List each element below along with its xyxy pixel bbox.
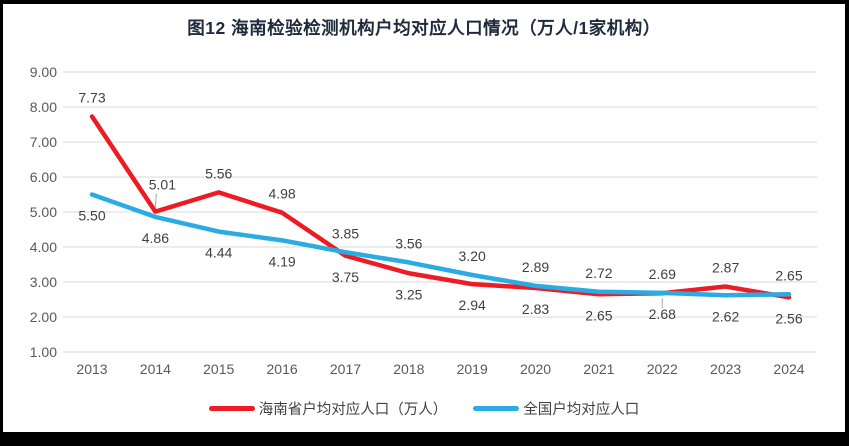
data-label: 2.94 — [459, 297, 486, 313]
data-label: 2.69 — [649, 266, 676, 282]
legend-marker-hainan-line-icon — [208, 405, 255, 411]
x-tick-label: 2018 — [393, 361, 424, 377]
x-tick-label: 2021 — [583, 361, 614, 377]
data-label: 3.56 — [395, 235, 422, 251]
y-tick-label: 6.00 — [30, 169, 57, 185]
x-tick-label: 2016 — [267, 361, 298, 377]
y-tick-label: 9.00 — [30, 64, 57, 80]
chart-svg: 9.00 8.00 7.00 6.00 5.00 4.00 3.00 2.00 1.00 2013… — [30, 64, 817, 377]
x-tick-label: 2013 — [76, 361, 107, 377]
data-label: 5.01 — [149, 177, 176, 193]
data-label: 3.75 — [332, 269, 359, 285]
legend-label-hainan: 海南省户均对应人口（万人） — [258, 401, 448, 418]
data-label: 2.62 — [712, 308, 739, 324]
x-tick-label: 2015 — [203, 361, 234, 377]
legend-label-national: 全国户均对应人口 — [523, 401, 640, 418]
data-label: 3.20 — [459, 248, 486, 264]
legend-item-national: 全国户均对应人口 — [473, 398, 639, 419]
data-label: 3.25 — [395, 286, 422, 302]
data-label: 5.50 — [78, 208, 105, 224]
x-tick-label: 2022 — [647, 361, 678, 377]
legend-marker-national-line-icon — [473, 405, 520, 411]
y-tick-label: 8.00 — [30, 99, 57, 115]
data-label: 2.89 — [522, 259, 549, 275]
data-label: 2.83 — [522, 301, 549, 317]
data-label: 2.65 — [585, 307, 612, 323]
data-label: 2.72 — [585, 265, 612, 281]
y-tick-label: 1.00 — [30, 344, 57, 360]
leader-line — [154, 193, 157, 208]
data-label: 4.19 — [268, 253, 295, 269]
y-tick-label: 7.00 — [30, 134, 57, 150]
x-tick-label: 2017 — [330, 361, 361, 377]
legend-item-hainan: 海南省户均对应人口（万人） — [208, 398, 448, 419]
data-label: 2.68 — [649, 306, 676, 322]
data-label: 2.87 — [712, 260, 739, 276]
legend: 海南省户均对应人口（万人） 全国户均对应人口 — [3, 394, 845, 422]
x-tick-label: 2023 — [710, 361, 741, 377]
data-label: 4.98 — [268, 186, 295, 202]
x-tick-label: 2024 — [773, 361, 804, 377]
y-tick-label: 3.00 — [30, 274, 57, 290]
x-tick-label: 2014 — [140, 361, 171, 377]
x-tick-label: 2020 — [520, 361, 551, 377]
data-label: 2.56 — [775, 310, 802, 326]
y-tick-label: 2.00 — [30, 309, 57, 325]
x-tick-label: 2019 — [457, 361, 488, 377]
data-label: 4.44 — [205, 245, 232, 261]
data-label: 5.56 — [205, 165, 232, 181]
series-line-1 — [89, 192, 792, 298]
data-label: 3.85 — [332, 225, 359, 241]
chart-title: 图12 海南检验检测机构户均对应人口情况（万人/1家机构） — [187, 18, 661, 38]
y-tick-label: 4.00 — [30, 239, 57, 255]
data-label: 2.65 — [775, 267, 802, 283]
data-label: 7.73 — [78, 89, 105, 105]
data-label: 4.86 — [142, 230, 169, 246]
y-tick-label: 5.00 — [30, 204, 57, 220]
